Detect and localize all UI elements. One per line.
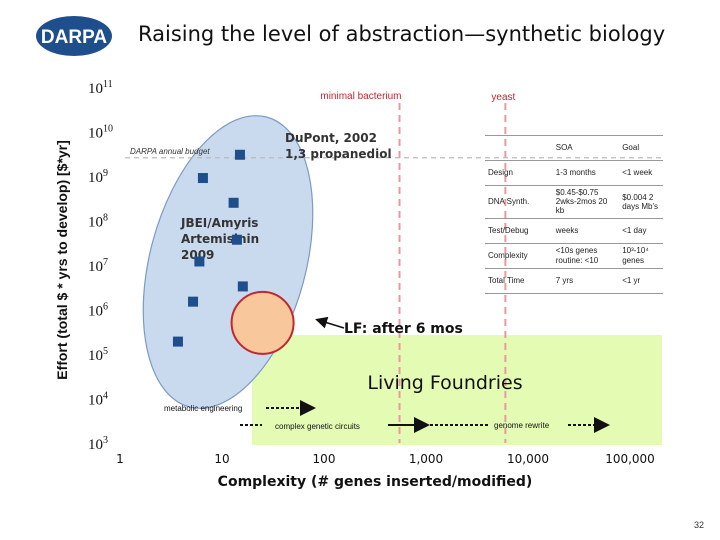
y-tick-exponent: 7 [103, 257, 108, 268]
jbei-label-line2: Artemisinin [181, 232, 259, 246]
metabolic-label: metabolic engineering [164, 404, 242, 413]
x-tick-label: 100,000 [605, 452, 655, 466]
circuits-label: complex genetic circuits [275, 422, 360, 431]
data-point [194, 256, 205, 267]
y-axis-label: Effort (total $ * yrs to develop) [$*yr] [54, 140, 70, 380]
table-row: DNA Synth. $0.45-$0.75 2wks-2mos 20 kb $0.… [485, 185, 663, 219]
y-tick-exponent: 10 [103, 124, 113, 135]
y-tick-exponent: 3 [103, 435, 108, 446]
y-tick-label: 107 [88, 257, 108, 275]
x-tick-label: 1,000 [409, 452, 443, 466]
y-tick-label: 105 [88, 346, 108, 364]
data-point [234, 149, 245, 160]
lf-target-circle [230, 290, 295, 355]
data-point [237, 281, 248, 292]
table-cell: <1 yr [619, 268, 663, 294]
table-row-label: DNA Synth. [485, 185, 553, 219]
table-cell: 10³-10⁴ genes [619, 243, 663, 269]
table-row-label [485, 135, 553, 161]
table-row: Total Time 7 yrs <1 yr [485, 268, 663, 294]
table-cell: weeks [552, 218, 620, 244]
logo-text: DARPA [41, 27, 107, 48]
x-tick-label: 10 [214, 452, 229, 466]
yeast-label: yeast [491, 92, 515, 103]
y-tick-label: 1010 [88, 124, 113, 142]
living-foundries-region [252, 335, 662, 445]
lf-after-label: LF: after 6 mos [344, 321, 463, 337]
lf-arrow [315, 316, 345, 329]
y-tick-label: 104 [88, 391, 108, 409]
table-row: Complexity <10s genes routine: <10 10³-10⁴… [485, 243, 663, 269]
table-row-label: Design [485, 160, 553, 186]
table-cell: $0.004 2 days Mb's [619, 185, 663, 219]
page-title: Raising the level of abstraction—synthet… [138, 22, 666, 46]
living-foundries-label: Living Foundries [367, 372, 522, 394]
jbei-label-line3: 2009 [181, 248, 214, 262]
y-tick-exponent: 5 [103, 346, 108, 357]
y-tick-exponent: 9 [103, 168, 108, 179]
y-tick-label: 106 [88, 302, 108, 320]
y-tick-exponent: 8 [103, 213, 108, 224]
x-tick-label: 100 [313, 452, 336, 466]
x-tick-label: 10,000 [507, 452, 549, 466]
page-number: 32 [694, 520, 705, 530]
genome-label: genome rewrite [494, 421, 550, 430]
comparison-table: SOA Goal Design 1-3 months <1 week DNA Synth.… [485, 135, 663, 294]
data-point [172, 336, 183, 347]
table-cell: <1 day [619, 218, 663, 244]
budget-label: DARPA annual budget [130, 147, 210, 156]
data-point [188, 296, 199, 307]
jbei-label-line1: JBEI/Amyris [180, 216, 258, 230]
data-point [197, 173, 208, 184]
table-row-label: Total Time [485, 268, 553, 294]
table-cell: Goal [619, 135, 663, 161]
y-tick-exponent: 6 [103, 302, 108, 313]
darpa-logo: DARPA [34, 14, 114, 58]
y-tick-label: 1011 [88, 79, 113, 97]
x-tick-label: 1 [116, 452, 124, 466]
logo-oval [36, 16, 112, 56]
table-cell: <10s genes routine: <10 [552, 243, 620, 269]
table-header-row: SOA Goal [485, 135, 663, 161]
minimal-bacterium-label: minimal bacterium [320, 91, 401, 102]
y-tick-label: 109 [88, 168, 108, 186]
table-cell: <1 week [619, 160, 663, 186]
data-point [228, 197, 239, 208]
y-tick-exponent: 4 [103, 391, 108, 402]
table-cell: $0.45-$0.75 2wks-2mos 20 kb [552, 185, 620, 219]
table-cell: SOA [552, 135, 620, 161]
table-row: Design 1-3 months <1 week [485, 160, 663, 186]
y-tick-exponent: 11 [103, 79, 113, 90]
table-row-label: Test/Debug [485, 218, 553, 244]
y-tick-label: 108 [88, 213, 108, 231]
y-tick-label: 103 [88, 435, 108, 453]
table-row-label: Complexity [485, 243, 553, 269]
table-cell: 7 yrs [552, 268, 620, 294]
x-axis-label: Complexity (# genes inserted/modified) [217, 474, 533, 490]
dupont-label-line1: DuPont, 2002 [285, 131, 377, 145]
table-row: Test/Debug weeks <1 day [485, 218, 663, 244]
data-point [231, 234, 242, 245]
table-cell: 1-3 months [552, 160, 620, 186]
dupont-label-line2: 1,3 propanediol [285, 147, 392, 161]
